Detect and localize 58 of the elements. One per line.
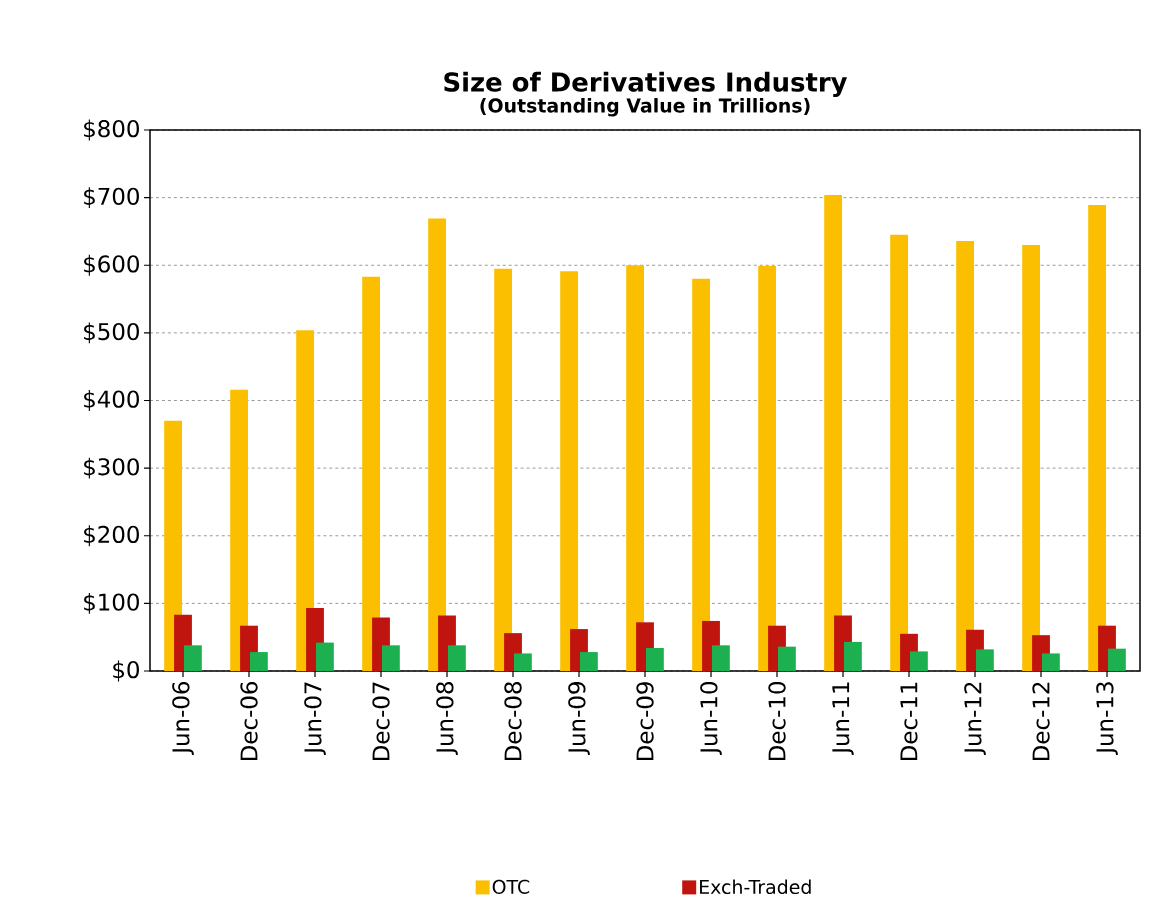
x-tick-label: Dec-06 <box>240 681 258 761</box>
bar <box>494 268 513 671</box>
bar <box>824 194 843 671</box>
x-tick-label: Jun-11 <box>832 682 854 755</box>
chart-title: Size of Derivatives Industry <box>444 71 848 98</box>
bar <box>890 234 909 671</box>
bar <box>956 240 975 671</box>
y-tick-label: $700 <box>84 187 139 209</box>
bar <box>976 649 994 671</box>
x-tick-label: Jun-09 <box>568 682 590 755</box>
y-tick-label: $200 <box>84 525 139 547</box>
bar <box>1042 653 1060 671</box>
bar <box>626 265 645 671</box>
x-tick-label: Jun-13 <box>1096 682 1118 755</box>
legend-label: OTC <box>492 879 530 894</box>
y-tick-label: $100 <box>84 592 139 614</box>
bar <box>580 652 598 671</box>
bar <box>249 652 268 671</box>
x-tick-label: Jun-06 <box>172 681 194 755</box>
bar <box>315 642 334 671</box>
bar <box>362 276 381 671</box>
x-tick-label: Jun-08 <box>436 682 458 755</box>
bar <box>1022 244 1041 671</box>
x-tick-label: Dec-12 <box>1032 682 1050 761</box>
x-tick-label: Dec-11 <box>900 682 918 761</box>
x-tick-label: Jun-12 <box>964 682 986 755</box>
bar <box>844 641 862 671</box>
x-tick-label: Dec-07 <box>372 682 390 761</box>
bar <box>514 653 532 671</box>
chart-subtitle: (Outstanding Value in Trillions) <box>480 98 810 117</box>
bar <box>428 218 447 671</box>
y-tick-label: $800 <box>84 119 139 141</box>
bar <box>758 265 777 671</box>
bar <box>560 271 579 671</box>
bar <box>1088 205 1107 671</box>
x-tick-label: Jun-07 <box>304 682 326 755</box>
y-tick-label: $300 <box>84 457 139 479</box>
x-tick-label: Dec-08 <box>504 682 522 761</box>
bar <box>646 648 664 671</box>
bar <box>296 330 315 671</box>
bar <box>164 420 183 671</box>
legend-label: Exch-Traded <box>700 879 811 895</box>
bar <box>381 645 400 671</box>
bar <box>1108 648 1126 671</box>
x-tick-label: Dec-09 <box>636 682 654 761</box>
y-tick-label: $500 <box>84 322 139 344</box>
bar <box>712 645 730 671</box>
x-tick-label: Jun-10 <box>700 682 722 755</box>
bar <box>230 389 249 671</box>
bar <box>910 651 928 671</box>
y-tick-label: $0 <box>113 660 139 682</box>
bar <box>692 278 711 671</box>
x-tick-label: Dec-10 <box>768 682 786 761</box>
y-tick-label: $400 <box>84 390 139 411</box>
y-tick-label: $600 <box>84 254 139 276</box>
bar <box>183 645 202 671</box>
bar <box>448 645 466 671</box>
bar <box>778 646 796 671</box>
